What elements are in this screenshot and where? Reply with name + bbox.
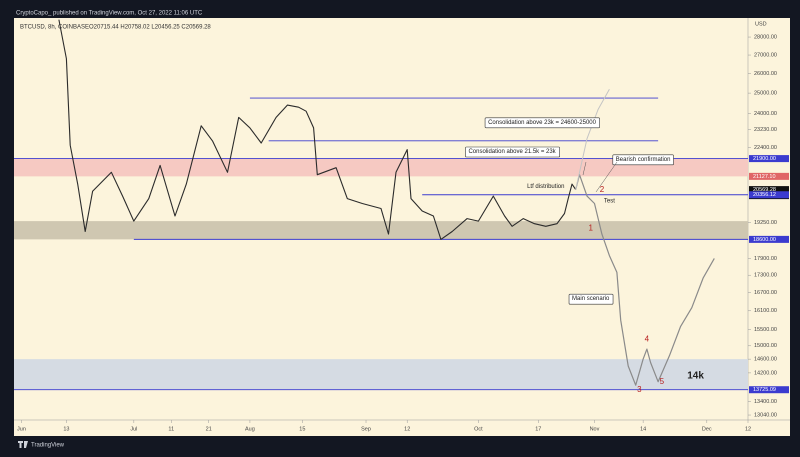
- annotation: Bearish confirmation: [616, 157, 671, 163]
- x-tick-label: 15: [299, 426, 305, 432]
- symbol: BTCUSD, 8h, COINBASE: [20, 25, 89, 31]
- x-tick-label: Aug: [245, 426, 255, 432]
- y-tick-label: 16100.00: [754, 308, 777, 314]
- annotation: Consolidation above 23k = 24600-25000: [488, 120, 597, 126]
- zone: [14, 359, 748, 390]
- x-tick-label: Jul: [130, 426, 137, 432]
- y-tick-label: 14200.00: [754, 370, 777, 376]
- y-tick-label: 24000.00: [754, 111, 777, 117]
- y-tick-label: 17900.00: [754, 256, 777, 262]
- x-tick-label: 12: [404, 426, 410, 432]
- callout-line: [582, 161, 587, 176]
- price-tag: [749, 186, 789, 194]
- annotation: 14k: [687, 370, 704, 381]
- x-tick-label: 11: [168, 426, 174, 432]
- zone: [14, 221, 748, 240]
- y-tick-label: 16700.00: [754, 290, 777, 296]
- x-tick-label: Dec: [702, 426, 712, 432]
- price-tag-label: 13725.09: [753, 387, 776, 393]
- logo: [18, 441, 28, 448]
- wave-label: 2: [600, 185, 605, 194]
- annotation: Consolidation above 21.5k = 23k: [468, 149, 556, 155]
- price-tag-label: 21127.10: [753, 174, 776, 180]
- wave-label: 4: [645, 335, 650, 344]
- brand: TradingView: [31, 443, 65, 449]
- price-line: [58, 19, 577, 240]
- ohlc: O20715.44 H20758.02 L20456.25 C20569.28: [89, 25, 211, 31]
- price-tag: [749, 386, 789, 394]
- annotation-box: [612, 154, 674, 166]
- annotation: Ltf distribution: [527, 184, 564, 190]
- annotation-box: [465, 146, 560, 158]
- y-tick-label: 13040.00: [754, 412, 777, 418]
- price-tag: [749, 191, 789, 199]
- y-tick-label: 26000.00: [754, 71, 777, 77]
- x-tick-label: Nov: [590, 426, 600, 432]
- price-tag: [749, 155, 789, 163]
- y-tick-label: 23230.00: [754, 127, 777, 133]
- x-tick-label: Sep: [361, 426, 371, 432]
- currency: USD: [755, 21, 767, 27]
- x-tick-label: Jun: [17, 426, 26, 432]
- annotation: Main scenario: [572, 296, 610, 302]
- annotation: Test: [604, 199, 615, 205]
- price-tag-label: 18600.00: [753, 237, 776, 243]
- price-tag: [749, 172, 789, 180]
- price-tag-label: 20569.28: [753, 187, 776, 193]
- publish-info: CryptoCapo_ published on TradingView.com…: [16, 11, 203, 17]
- annotation-box: [484, 117, 600, 129]
- y-tick-label: 27000.00: [754, 53, 777, 59]
- callout-line: [595, 161, 618, 193]
- y-tick-label: 14600.00: [754, 357, 777, 363]
- zone: [14, 158, 748, 177]
- x-tick-label: Oct: [474, 426, 483, 432]
- x-tick-label: 14: [640, 426, 646, 432]
- y-tick-label: 22400.00: [754, 145, 777, 151]
- annotation-box: [568, 293, 614, 305]
- price-tag: [749, 235, 789, 243]
- y-tick-label: 15000.00: [754, 343, 777, 349]
- x-tick-label: 21: [206, 426, 212, 432]
- wave-label: 1: [588, 223, 593, 232]
- y-tick-label: 19250.00: [754, 220, 777, 226]
- x-tick-label: 12: [745, 426, 751, 432]
- plot: Consolidation above 23k = 24600-25000 Con…: [14, 19, 748, 394]
- price-tag-label: 20356.12: [753, 192, 776, 198]
- x-tick-label: 13: [63, 426, 69, 432]
- y-tick-label: 15500.00: [754, 327, 777, 333]
- y-tick-label: 13400.00: [754, 399, 777, 405]
- y-tick-label: 28000.00: [754, 35, 777, 41]
- y-tick-label: 25000.00: [754, 91, 777, 97]
- price-tag-label: 21900.00: [753, 156, 776, 162]
- wave-label: 5: [660, 377, 665, 386]
- x-tick-label: 17: [535, 426, 541, 432]
- price-line: [575, 174, 715, 386]
- y-tick-label: 17300.00: [754, 273, 777, 279]
- wave-label: 3: [637, 385, 642, 394]
